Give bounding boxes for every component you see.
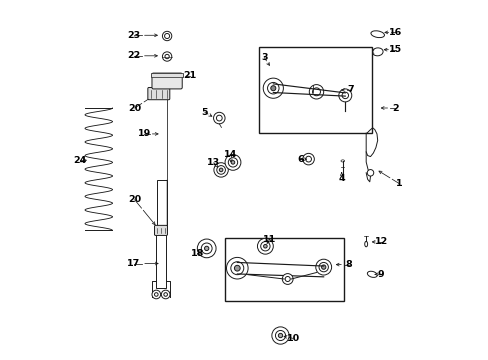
Text: 17: 17 (127, 259, 140, 268)
Circle shape (271, 327, 288, 344)
Bar (156, 230, 166, 288)
Circle shape (163, 293, 167, 296)
Circle shape (162, 52, 171, 61)
Text: 9: 9 (377, 270, 384, 279)
Circle shape (260, 242, 269, 251)
Text: 19: 19 (138, 129, 151, 138)
Circle shape (213, 112, 224, 124)
Text: 5: 5 (201, 108, 208, 117)
Ellipse shape (342, 109, 348, 112)
Text: 4: 4 (338, 174, 345, 183)
Circle shape (164, 33, 169, 39)
Circle shape (216, 166, 225, 174)
Circle shape (366, 170, 373, 176)
FancyBboxPatch shape (154, 225, 167, 235)
Text: 20: 20 (128, 104, 141, 112)
Bar (224, 238, 343, 301)
Text: 21: 21 (183, 71, 196, 80)
Ellipse shape (364, 241, 367, 247)
Text: 23: 23 (127, 31, 140, 40)
Text: 6: 6 (296, 154, 303, 163)
Text: 14: 14 (224, 150, 237, 159)
Circle shape (342, 92, 348, 99)
Circle shape (312, 88, 320, 96)
Circle shape (275, 330, 285, 341)
Text: 13: 13 (207, 158, 220, 167)
Circle shape (318, 262, 328, 272)
Text: 15: 15 (388, 45, 402, 54)
Text: 10: 10 (286, 334, 299, 343)
Text: 8: 8 (345, 260, 351, 269)
Circle shape (216, 115, 222, 121)
Bar (157, 180, 167, 230)
Circle shape (285, 276, 289, 282)
Circle shape (321, 265, 325, 269)
Circle shape (162, 31, 171, 41)
Text: 18: 18 (191, 249, 204, 258)
Circle shape (278, 333, 282, 338)
Circle shape (263, 78, 283, 98)
Circle shape (305, 156, 311, 162)
Circle shape (224, 154, 241, 170)
Circle shape (213, 163, 228, 177)
Circle shape (302, 153, 314, 165)
Circle shape (152, 290, 160, 299)
Text: 2: 2 (391, 104, 398, 112)
Ellipse shape (366, 271, 376, 278)
Circle shape (231, 161, 234, 164)
Circle shape (257, 238, 273, 254)
Circle shape (230, 262, 244, 275)
Bar (151, 73, 183, 77)
Circle shape (338, 89, 351, 102)
Text: 11: 11 (263, 235, 276, 244)
Circle shape (154, 293, 158, 296)
Text: 22: 22 (127, 51, 140, 60)
Circle shape (197, 239, 216, 258)
Circle shape (309, 85, 323, 99)
Circle shape (219, 168, 223, 172)
Circle shape (263, 244, 266, 248)
Text: 20: 20 (128, 195, 141, 204)
Circle shape (315, 259, 331, 275)
Circle shape (204, 246, 208, 251)
Circle shape (164, 54, 169, 59)
FancyBboxPatch shape (152, 73, 182, 89)
Circle shape (161, 290, 170, 299)
Ellipse shape (371, 48, 382, 56)
Circle shape (267, 82, 279, 94)
Ellipse shape (340, 160, 344, 162)
Text: 3: 3 (261, 53, 267, 62)
Text: 1: 1 (395, 179, 402, 188)
Bar (258, 47, 371, 133)
Circle shape (282, 274, 292, 284)
Text: 24: 24 (73, 156, 86, 165)
FancyBboxPatch shape (147, 87, 169, 100)
Circle shape (228, 158, 237, 167)
Text: 7: 7 (346, 85, 353, 94)
Circle shape (270, 86, 275, 91)
Circle shape (226, 257, 247, 279)
Text: 12: 12 (375, 238, 388, 246)
Circle shape (234, 265, 240, 271)
Circle shape (201, 243, 212, 254)
Ellipse shape (370, 31, 384, 37)
Text: 16: 16 (388, 28, 402, 37)
